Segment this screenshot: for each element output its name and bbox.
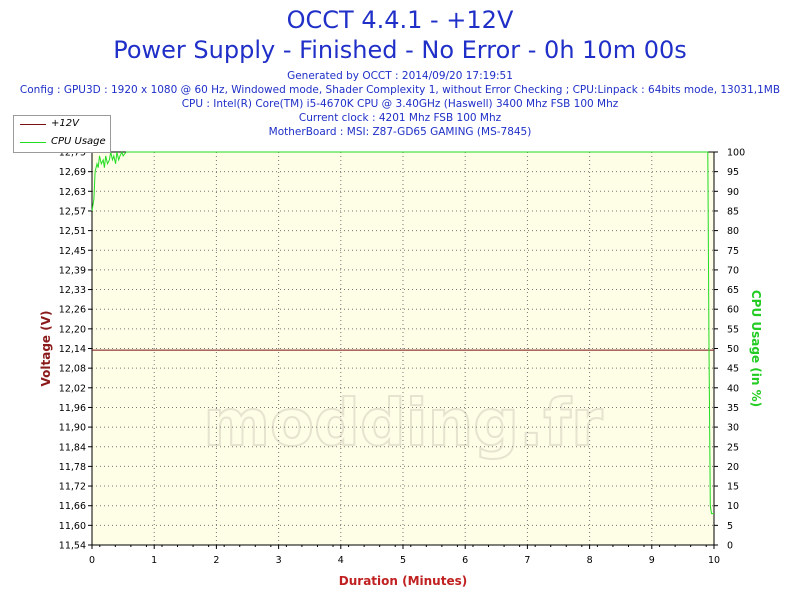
y-tick-label: 12,14 <box>59 344 86 355</box>
y-tick-label: 12,33 <box>59 285 86 296</box>
series-line-cpu <box>91 150 714 515</box>
info-clock: Current clock : 4201 Mhz FSB 100 Mhz <box>298 112 502 124</box>
y2-tick-label: 25 <box>727 442 739 453</box>
y-tick-label: 12,45 <box>59 246 86 257</box>
y2-tick-label: 20 <box>727 462 739 473</box>
y-tick-label: 11,54 <box>59 541 86 552</box>
y2-tick-label: 55 <box>727 324 739 335</box>
legend-swatch-cpu <box>20 142 46 143</box>
legend-swatch-voltage <box>20 124 46 125</box>
info-motherboard: MotherBoard : MSI: Z87-GD65 GAMING (MS-7… <box>268 126 532 138</box>
y-axis-title: Voltage (V) <box>39 311 53 387</box>
legend-label-cpu: CPU Usage <box>51 136 106 147</box>
y2-tick-label: 85 <box>727 206 739 217</box>
x-tick-label: 9 <box>649 555 655 566</box>
x-tick-label: 2 <box>213 555 219 566</box>
y-tick-label: 12,51 <box>59 226 86 237</box>
y-tick-label: 11,66 <box>59 501 86 512</box>
y2-tick-label: 35 <box>727 403 739 414</box>
y-tick-label: 12,75 <box>59 148 86 159</box>
y2-tick-label: 40 <box>727 383 739 394</box>
y2-tick-label: 50 <box>727 344 739 355</box>
y2-tick-label: 70 <box>727 265 739 276</box>
y-tick-label: 12,26 <box>59 305 86 316</box>
y2-tick-label: 80 <box>727 226 739 237</box>
chart-subtitle: Power Supply - Finished - No Error - 0h … <box>113 36 687 64</box>
legend-label-voltage: +12V <box>51 118 79 129</box>
y-tick-label: 12,57 <box>59 206 86 217</box>
y2-tick-label: 60 <box>727 305 739 316</box>
x-tick-label: 3 <box>276 555 282 566</box>
y-tick-label: 12,20 <box>59 324 86 335</box>
y2-tick-label: 10 <box>727 501 739 512</box>
x-tick-label: 8 <box>587 555 593 566</box>
info-config: Config : GPU3D : 1920 x 1080 @ 60 Hz, Wi… <box>19 84 781 96</box>
y2-tick-label: 95 <box>727 167 739 178</box>
y-tick-label: 12,08 <box>59 364 86 375</box>
y2-axis-title: CPU Usage (in %) <box>749 290 763 407</box>
y2-tick-label: 90 <box>727 187 739 198</box>
x-tick-label: 5 <box>400 555 406 566</box>
y-tick-label: 11,90 <box>59 423 86 434</box>
info-cpu: CPU : Intel(R) Core(TM) i5-4670K CPU @ 3… <box>181 98 619 110</box>
y-tick-label: 11,96 <box>59 403 86 414</box>
x-tick-label: 1 <box>151 555 157 566</box>
y-tick-label: 12,63 <box>59 187 86 198</box>
y-tick-label: 11,72 <box>59 482 86 493</box>
y-tick-label: 11,78 <box>59 462 86 473</box>
legend: +12V CPU Usage <box>13 115 111 153</box>
y2-tick-label: 5 <box>727 521 733 532</box>
info-generated: Generated by OCCT : 2014/09/20 17:19:51 <box>287 70 513 82</box>
y2-tick-label: 100 <box>727 148 745 159</box>
y2-tick-label: 15 <box>727 482 739 493</box>
y2-tick-label: 45 <box>727 364 739 375</box>
y2-tick-label: 75 <box>727 246 739 257</box>
y-tick-label: 11,60 <box>59 521 86 532</box>
x-tick-label: 7 <box>524 555 530 566</box>
y2-tick-label: 65 <box>727 285 739 296</box>
y-tick-label: 12,69 <box>59 167 86 178</box>
x-tick-label: 10 <box>708 555 720 566</box>
y-tick-label: 12,02 <box>59 383 86 394</box>
y-tick-label: 12,39 <box>59 265 86 276</box>
y2-tick-label: 30 <box>727 423 739 434</box>
y-tick-label: 11,84 <box>59 442 86 453</box>
legend-item-voltage: +12V <box>14 116 110 132</box>
x-tick-label: 6 <box>462 555 468 566</box>
x-tick-label: 4 <box>338 555 344 566</box>
x-axis-title: Duration (Minutes) <box>339 574 467 588</box>
legend-item-cpu: CPU Usage <box>14 134 110 150</box>
y2-tick-label: 0 <box>727 541 733 552</box>
x-tick-label: 0 <box>89 555 95 566</box>
chart-title: OCCT 4.4.1 - +12V <box>286 6 514 34</box>
